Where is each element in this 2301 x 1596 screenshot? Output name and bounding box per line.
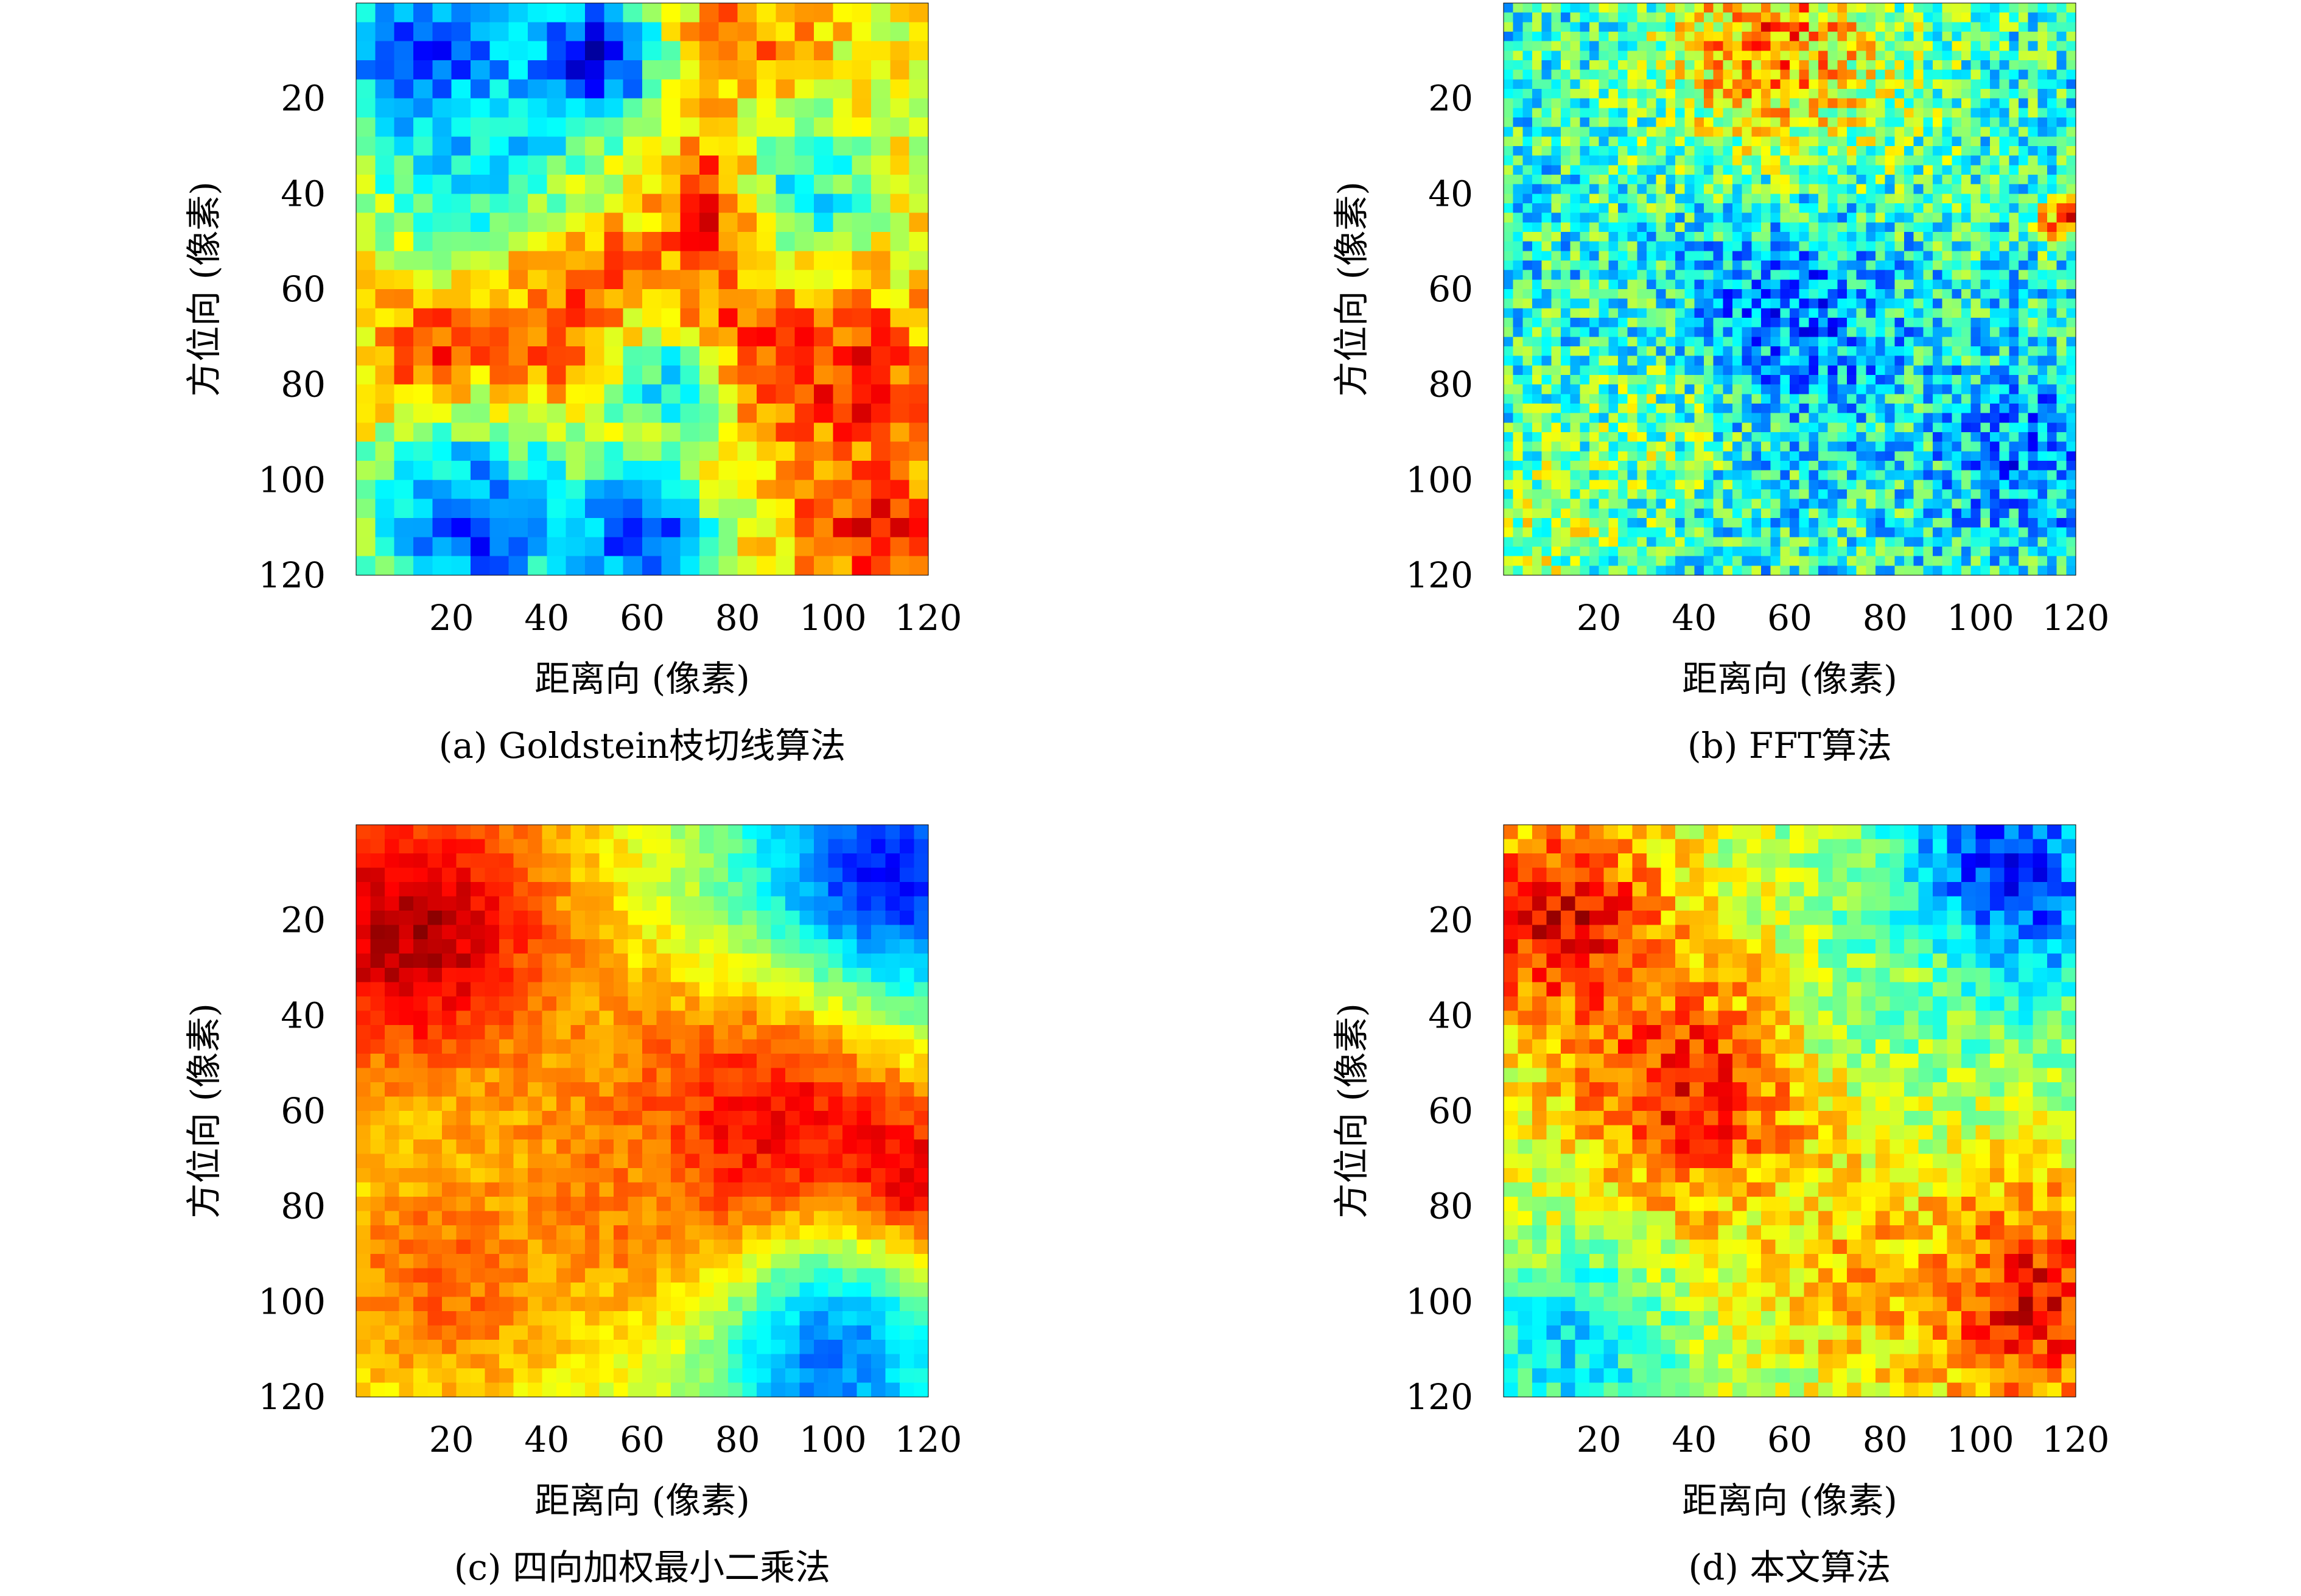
plot-frame bbox=[355, 2, 929, 576]
y-tick-label: 100 bbox=[1406, 459, 1473, 500]
x-tick-label: 100 bbox=[799, 597, 867, 639]
y-tick-label: 60 bbox=[281, 1090, 326, 1132]
x-tick-label: 100 bbox=[1947, 1419, 2014, 1460]
y-tick-label: 40 bbox=[281, 173, 326, 214]
y-tick-label: 20 bbox=[281, 900, 326, 941]
y-axis-label: 方位向 (像素) bbox=[183, 181, 225, 397]
y-tick-label: 80 bbox=[281, 364, 326, 405]
x-tick-label: 120 bbox=[2042, 1419, 2110, 1460]
x-tick-label: 20 bbox=[429, 1419, 474, 1460]
y-tick-label: 20 bbox=[1428, 900, 1473, 941]
plot-frame bbox=[1503, 824, 2076, 1398]
panel-c: 20 40 60 80 100 120 20 40 60 80 100 120 距离向 (像素) 方位向 … bbox=[183, 824, 962, 1588]
heatmap-image bbox=[1504, 825, 2076, 1397]
x-tick-label: 100 bbox=[1947, 597, 2014, 639]
panel-caption: (b) FFT算法 bbox=[1687, 725, 1892, 766]
y-tick-label: 80 bbox=[1428, 1186, 1473, 1227]
x-tick-label: 40 bbox=[524, 597, 569, 639]
x-axis-label: 距离向 (像素) bbox=[534, 658, 750, 699]
panel-b: 20 40 60 80 100 120 20 40 60 80 100 120 距离向 (像素) 方位向 … bbox=[1331, 2, 2110, 766]
heatmap-image bbox=[356, 825, 928, 1397]
x-tick-label: 40 bbox=[1672, 1419, 1717, 1460]
x-tick-label: 60 bbox=[620, 1419, 665, 1460]
y-tick-label: 100 bbox=[258, 459, 326, 500]
y-tick-label: 120 bbox=[258, 1376, 326, 1418]
plot-frame bbox=[355, 824, 929, 1398]
x-tick-label: 100 bbox=[799, 1419, 867, 1460]
y-tick-label: 80 bbox=[281, 1186, 326, 1227]
plot-frame bbox=[1503, 2, 2076, 576]
heatmap-image bbox=[1504, 3, 2076, 575]
panel-caption: (a) Goldstein枝切线算法 bbox=[439, 725, 846, 766]
x-tick-label: 40 bbox=[524, 1419, 569, 1460]
x-axis-label: 距离向 (像素) bbox=[1682, 1480, 1897, 1521]
y-axis-label: 方位向 (像素) bbox=[1331, 181, 1372, 397]
y-tick-label: 100 bbox=[258, 1281, 326, 1322]
y-tick-label: 20 bbox=[1428, 78, 1473, 119]
y-axis-label: 方位向 (像素) bbox=[1331, 1003, 1372, 1219]
x-axis-label: 距离向 (像素) bbox=[1682, 658, 1897, 699]
y-tick-label: 40 bbox=[1428, 995, 1473, 1036]
x-axis-label: 距离向 (像素) bbox=[534, 1480, 750, 1521]
panel-a: 20 40 60 80 100 120 20 40 60 80 100 120 距离向 (像素) 方位向 … bbox=[183, 2, 962, 766]
x-tick-label: 80 bbox=[715, 597, 760, 639]
x-tick-label: 20 bbox=[429, 597, 474, 639]
x-tick-label: 60 bbox=[620, 597, 665, 639]
x-tick-label: 60 bbox=[1767, 1419, 1812, 1460]
x-tick-label: 40 bbox=[1672, 597, 1717, 639]
y-tick-label: 40 bbox=[281, 995, 326, 1036]
heatmap-image bbox=[356, 3, 928, 575]
y-tick-label: 120 bbox=[258, 555, 326, 596]
x-tick-label: 20 bbox=[1577, 1419, 1622, 1460]
y-tick-label: 60 bbox=[1428, 268, 1473, 310]
x-tick-label: 20 bbox=[1577, 597, 1622, 639]
y-tick-label: 120 bbox=[1406, 555, 1473, 596]
y-tick-label: 100 bbox=[1406, 1281, 1473, 1322]
panel-d: 20 40 60 80 100 120 20 40 60 80 100 120 距离向 (像素) 方位向 … bbox=[1331, 824, 2110, 1588]
y-tick-label: 60 bbox=[1428, 1090, 1473, 1132]
y-tick-label: 40 bbox=[1428, 173, 1473, 214]
x-tick-label: 120 bbox=[895, 597, 962, 639]
y-tick-label: 120 bbox=[1406, 1376, 1473, 1418]
x-tick-label: 120 bbox=[895, 1419, 962, 1460]
y-axis-label: 方位向 (像素) bbox=[183, 1003, 225, 1219]
x-tick-label: 80 bbox=[1863, 1419, 1908, 1460]
x-tick-label: 60 bbox=[1767, 597, 1812, 639]
y-tick-label: 20 bbox=[281, 78, 326, 119]
y-tick-label: 80 bbox=[1428, 364, 1473, 405]
panel-caption: (c) 四向加权最小二乘法 bbox=[454, 1547, 830, 1588]
panel-caption: (d) 本文算法 bbox=[1689, 1547, 1891, 1588]
x-tick-label: 80 bbox=[715, 1419, 760, 1460]
x-tick-label: 80 bbox=[1863, 597, 1908, 639]
x-tick-label: 120 bbox=[2042, 597, 2110, 639]
y-tick-label: 60 bbox=[281, 268, 326, 310]
